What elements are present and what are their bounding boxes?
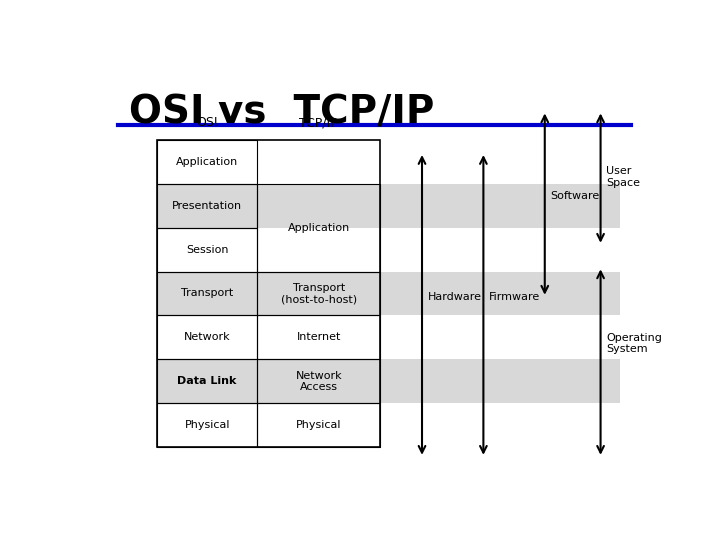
Bar: [157, 272, 620, 315]
Text: Presentation: Presentation: [172, 200, 242, 211]
Bar: [157, 403, 258, 447]
Text: Application: Application: [176, 157, 238, 167]
Text: Transport: Transport: [181, 288, 233, 299]
Text: Network
Access: Network Access: [295, 370, 342, 392]
Bar: [157, 184, 620, 227]
Bar: [258, 272, 380, 315]
Text: Physical: Physical: [296, 420, 341, 430]
Text: Application: Application: [288, 222, 350, 233]
Bar: [157, 360, 620, 403]
Text: TCP/IP: TCP/IP: [300, 116, 338, 129]
Text: Network: Network: [184, 333, 230, 342]
Text: Operating
System: Operating System: [606, 333, 662, 354]
Text: Session: Session: [186, 245, 228, 254]
Bar: [258, 360, 380, 403]
Text: Internet: Internet: [297, 333, 341, 342]
Text: Transport
(host-to-host): Transport (host-to-host): [281, 283, 357, 305]
Bar: [157, 140, 380, 447]
Bar: [157, 184, 258, 227]
Text: Firmware: Firmware: [489, 292, 540, 302]
Text: Physical: Physical: [184, 420, 230, 430]
Text: OSI vs  TCP/IP: OSI vs TCP/IP: [129, 94, 434, 132]
Text: Data Link: Data Link: [178, 376, 237, 387]
Bar: [258, 315, 380, 360]
Text: OSI: OSI: [197, 116, 218, 129]
Text: Hardware: Hardware: [428, 292, 482, 302]
Text: Software: Software: [550, 191, 600, 201]
Bar: [157, 272, 258, 315]
Bar: [258, 184, 380, 272]
Text: User
Space: User Space: [606, 166, 640, 188]
Bar: [157, 227, 258, 272]
Bar: [157, 315, 258, 360]
Bar: [258, 403, 380, 447]
Bar: [157, 360, 258, 403]
Bar: [157, 140, 258, 184]
